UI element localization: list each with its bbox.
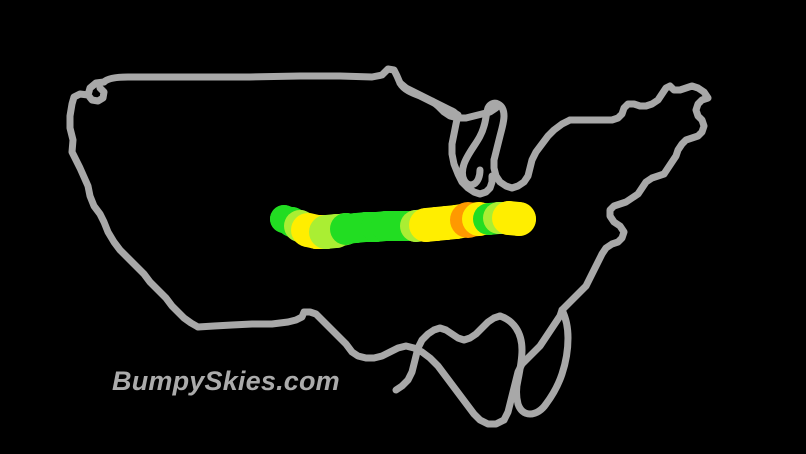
gulf-west-outline (392, 312, 504, 394)
flight-path[interactable] (270, 201, 536, 249)
gulf-coast-outline (500, 306, 566, 424)
mexican-border-outline (194, 308, 508, 428)
florida-peninsula-outline (496, 306, 572, 418)
lake-superior-outline (396, 79, 458, 116)
new-england-coast-outline (566, 82, 712, 178)
flight-path-segment[interactable] (502, 202, 536, 236)
lake-michigan-west-outline (448, 111, 496, 198)
map-outline-group (66, 65, 712, 428)
pacific-northwest-outline (66, 78, 202, 331)
great-lakes-erie-ontario-outline (490, 116, 574, 192)
upper-peninsula-outline (428, 97, 500, 122)
atlantic-coast-outline (558, 170, 668, 314)
watermark-bumpyskies: BumpySkies.com (112, 366, 340, 396)
